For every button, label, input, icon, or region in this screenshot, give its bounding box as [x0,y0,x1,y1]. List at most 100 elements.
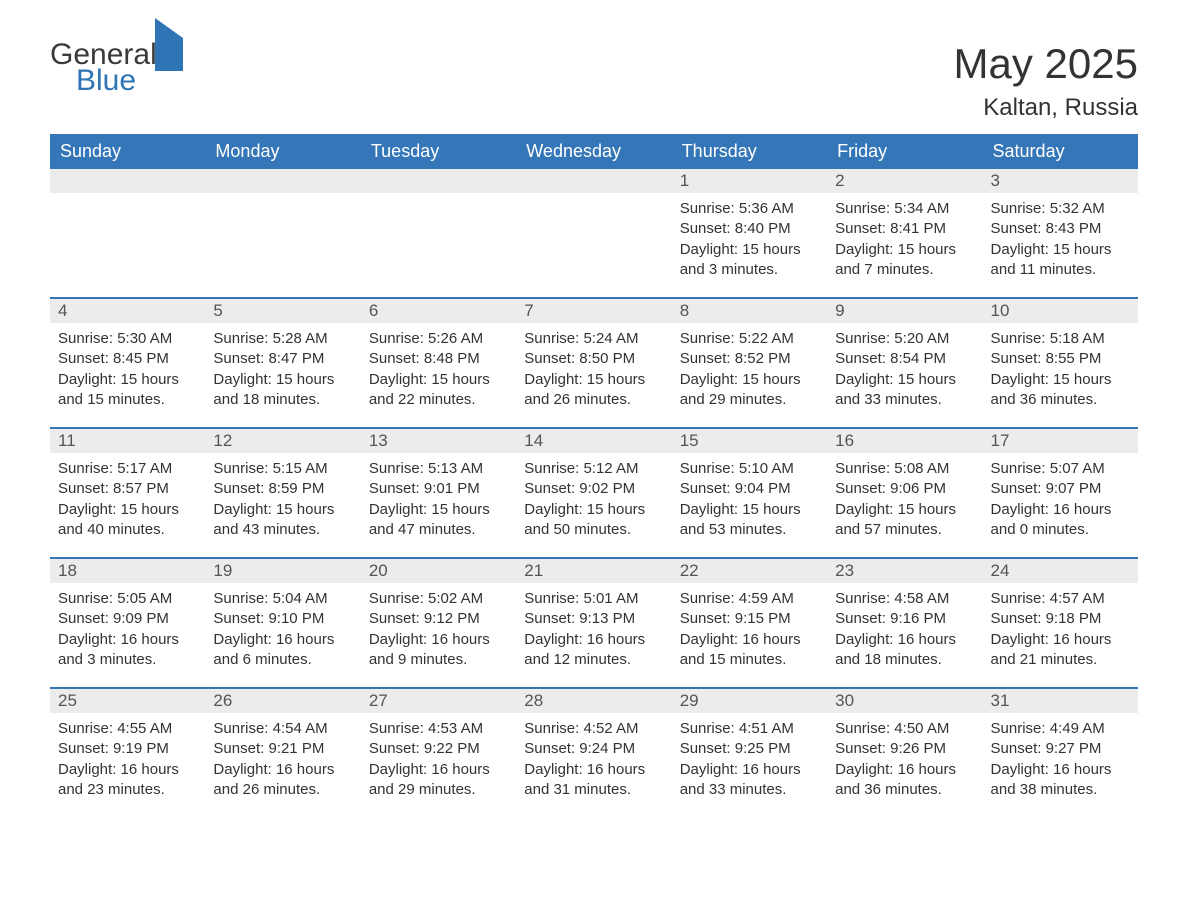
day-number: 9 [827,299,982,323]
sunset-text: Sunset: 9:09 PM [58,609,197,629]
daylight-text: Daylight: 15 hours and 40 minutes. [58,500,197,541]
sunset-text: Sunset: 8:55 PM [991,349,1130,369]
daylight-text: Daylight: 15 hours and 18 minutes. [213,370,352,411]
daylight-text: Daylight: 15 hours and 47 minutes. [369,500,508,541]
day-details: Sunrise: 5:30 AMSunset: 8:45 PMDaylight:… [50,323,205,420]
day-number: 8 [672,299,827,323]
sunrise-text: Sunrise: 5:36 AM [680,199,819,219]
day-cell: 19Sunrise: 5:04 AMSunset: 9:10 PMDayligh… [205,559,360,687]
sunrise-text: Sunrise: 5:34 AM [835,199,974,219]
daylight-text: Daylight: 16 hours and 38 minutes. [991,760,1130,801]
day-details: Sunrise: 5:28 AMSunset: 8:47 PMDaylight:… [205,323,360,420]
day-details: Sunrise: 4:55 AMSunset: 9:19 PMDaylight:… [50,713,205,810]
sunrise-text: Sunrise: 5:28 AM [213,329,352,349]
day-cell: 26Sunrise: 4:54 AMSunset: 9:21 PMDayligh… [205,689,360,817]
daylight-text: Daylight: 15 hours and 11 minutes. [991,240,1130,281]
sunrise-text: Sunrise: 5:26 AM [369,329,508,349]
daylight-text: Daylight: 16 hours and 33 minutes. [680,760,819,801]
sunrise-text: Sunrise: 5:18 AM [991,329,1130,349]
sunset-text: Sunset: 8:57 PM [58,479,197,499]
sunrise-text: Sunrise: 4:52 AM [524,719,663,739]
daylight-text: Daylight: 16 hours and 6 minutes. [213,630,352,671]
day-cell: 8Sunrise: 5:22 AMSunset: 8:52 PMDaylight… [672,299,827,427]
day-number: 23 [827,559,982,583]
daylight-text: Daylight: 16 hours and 18 minutes. [835,630,974,671]
day-details: Sunrise: 5:24 AMSunset: 8:50 PMDaylight:… [516,323,671,420]
day-number: 6 [361,299,516,323]
weekday-tuesday: Tuesday [361,134,516,169]
day-number: 20 [361,559,516,583]
day-details: Sunrise: 5:32 AMSunset: 8:43 PMDaylight:… [983,193,1138,290]
calendar: Sunday Monday Tuesday Wednesday Thursday… [50,134,1138,817]
daylight-text: Daylight: 16 hours and 31 minutes. [524,760,663,801]
day-details: Sunrise: 4:50 AMSunset: 9:26 PMDaylight:… [827,713,982,810]
day-number: 29 [672,689,827,713]
daylight-text: Daylight: 16 hours and 23 minutes. [58,760,197,801]
day-cell: 11Sunrise: 5:17 AMSunset: 8:57 PMDayligh… [50,429,205,557]
daylight-text: Daylight: 16 hours and 36 minutes. [835,760,974,801]
sunset-text: Sunset: 8:47 PM [213,349,352,369]
day-cell [516,169,671,297]
sunrise-text: Sunrise: 5:24 AM [524,329,663,349]
sunset-text: Sunset: 9:24 PM [524,739,663,759]
day-number: 1 [672,169,827,193]
day-number: 16 [827,429,982,453]
day-number: 2 [827,169,982,193]
sunset-text: Sunset: 9:01 PM [369,479,508,499]
day-details: Sunrise: 5:02 AMSunset: 9:12 PMDaylight:… [361,583,516,680]
day-cell: 24Sunrise: 4:57 AMSunset: 9:18 PMDayligh… [983,559,1138,687]
sunset-text: Sunset: 8:45 PM [58,349,197,369]
day-details: Sunrise: 5:15 AMSunset: 8:59 PMDaylight:… [205,453,360,550]
day-cell: 29Sunrise: 4:51 AMSunset: 9:25 PMDayligh… [672,689,827,817]
sunset-text: Sunset: 9:27 PM [991,739,1130,759]
day-details: Sunrise: 5:18 AMSunset: 8:55 PMDaylight:… [983,323,1138,420]
daylight-text: Daylight: 16 hours and 0 minutes. [991,500,1130,541]
sunset-text: Sunset: 9:04 PM [680,479,819,499]
day-number: 22 [672,559,827,583]
day-cell: 20Sunrise: 5:02 AMSunset: 9:12 PMDayligh… [361,559,516,687]
day-details: Sunrise: 4:51 AMSunset: 9:25 PMDaylight:… [672,713,827,810]
sunset-text: Sunset: 8:41 PM [835,219,974,239]
week-row: 18Sunrise: 5:05 AMSunset: 9:09 PMDayligh… [50,557,1138,687]
day-number: 12 [205,429,360,453]
sunset-text: Sunset: 9:06 PM [835,479,974,499]
daylight-text: Daylight: 15 hours and 26 minutes. [524,370,663,411]
day-cell [50,169,205,297]
day-cell [361,169,516,297]
sunrise-text: Sunrise: 4:55 AM [58,719,197,739]
sunrise-text: Sunrise: 4:59 AM [680,589,819,609]
daylight-text: Daylight: 16 hours and 26 minutes. [213,760,352,801]
day-cell: 10Sunrise: 5:18 AMSunset: 8:55 PMDayligh… [983,299,1138,427]
day-details: Sunrise: 4:53 AMSunset: 9:22 PMDaylight:… [361,713,516,810]
day-details: Sunrise: 5:26 AMSunset: 8:48 PMDaylight:… [361,323,516,420]
weeks-container: 1Sunrise: 5:36 AMSunset: 8:40 PMDaylight… [50,169,1138,817]
sunrise-text: Sunrise: 5:01 AM [524,589,663,609]
sunrise-text: Sunrise: 4:58 AM [835,589,974,609]
day-cell: 14Sunrise: 5:12 AMSunset: 9:02 PMDayligh… [516,429,671,557]
sunset-text: Sunset: 8:52 PM [680,349,819,369]
day-cell: 30Sunrise: 4:50 AMSunset: 9:26 PMDayligh… [827,689,982,817]
day-number: 17 [983,429,1138,453]
day-number: 21 [516,559,671,583]
weekday-thursday: Thursday [672,134,827,169]
day-number [361,169,516,193]
week-row: 25Sunrise: 4:55 AMSunset: 9:19 PMDayligh… [50,687,1138,817]
sunrise-text: Sunrise: 5:02 AM [369,589,508,609]
sunset-text: Sunset: 8:48 PM [369,349,508,369]
day-number: 19 [205,559,360,583]
daylight-text: Daylight: 15 hours and 3 minutes. [680,240,819,281]
sunset-text: Sunset: 9:18 PM [991,609,1130,629]
day-number: 10 [983,299,1138,323]
day-number [205,169,360,193]
day-cell: 2Sunrise: 5:34 AMSunset: 8:41 PMDaylight… [827,169,982,297]
day-number: 28 [516,689,671,713]
day-number: 11 [50,429,205,453]
week-row: 4Sunrise: 5:30 AMSunset: 8:45 PMDaylight… [50,297,1138,427]
day-cell: 17Sunrise: 5:07 AMSunset: 9:07 PMDayligh… [983,429,1138,557]
weekday-header: Sunday Monday Tuesday Wednesday Thursday… [50,134,1138,169]
sunrise-text: Sunrise: 4:53 AM [369,719,508,739]
sunrise-text: Sunrise: 5:05 AM [58,589,197,609]
weekday-friday: Friday [827,134,982,169]
day-details: Sunrise: 5:07 AMSunset: 9:07 PMDaylight:… [983,453,1138,550]
day-details: Sunrise: 5:20 AMSunset: 8:54 PMDaylight:… [827,323,982,420]
